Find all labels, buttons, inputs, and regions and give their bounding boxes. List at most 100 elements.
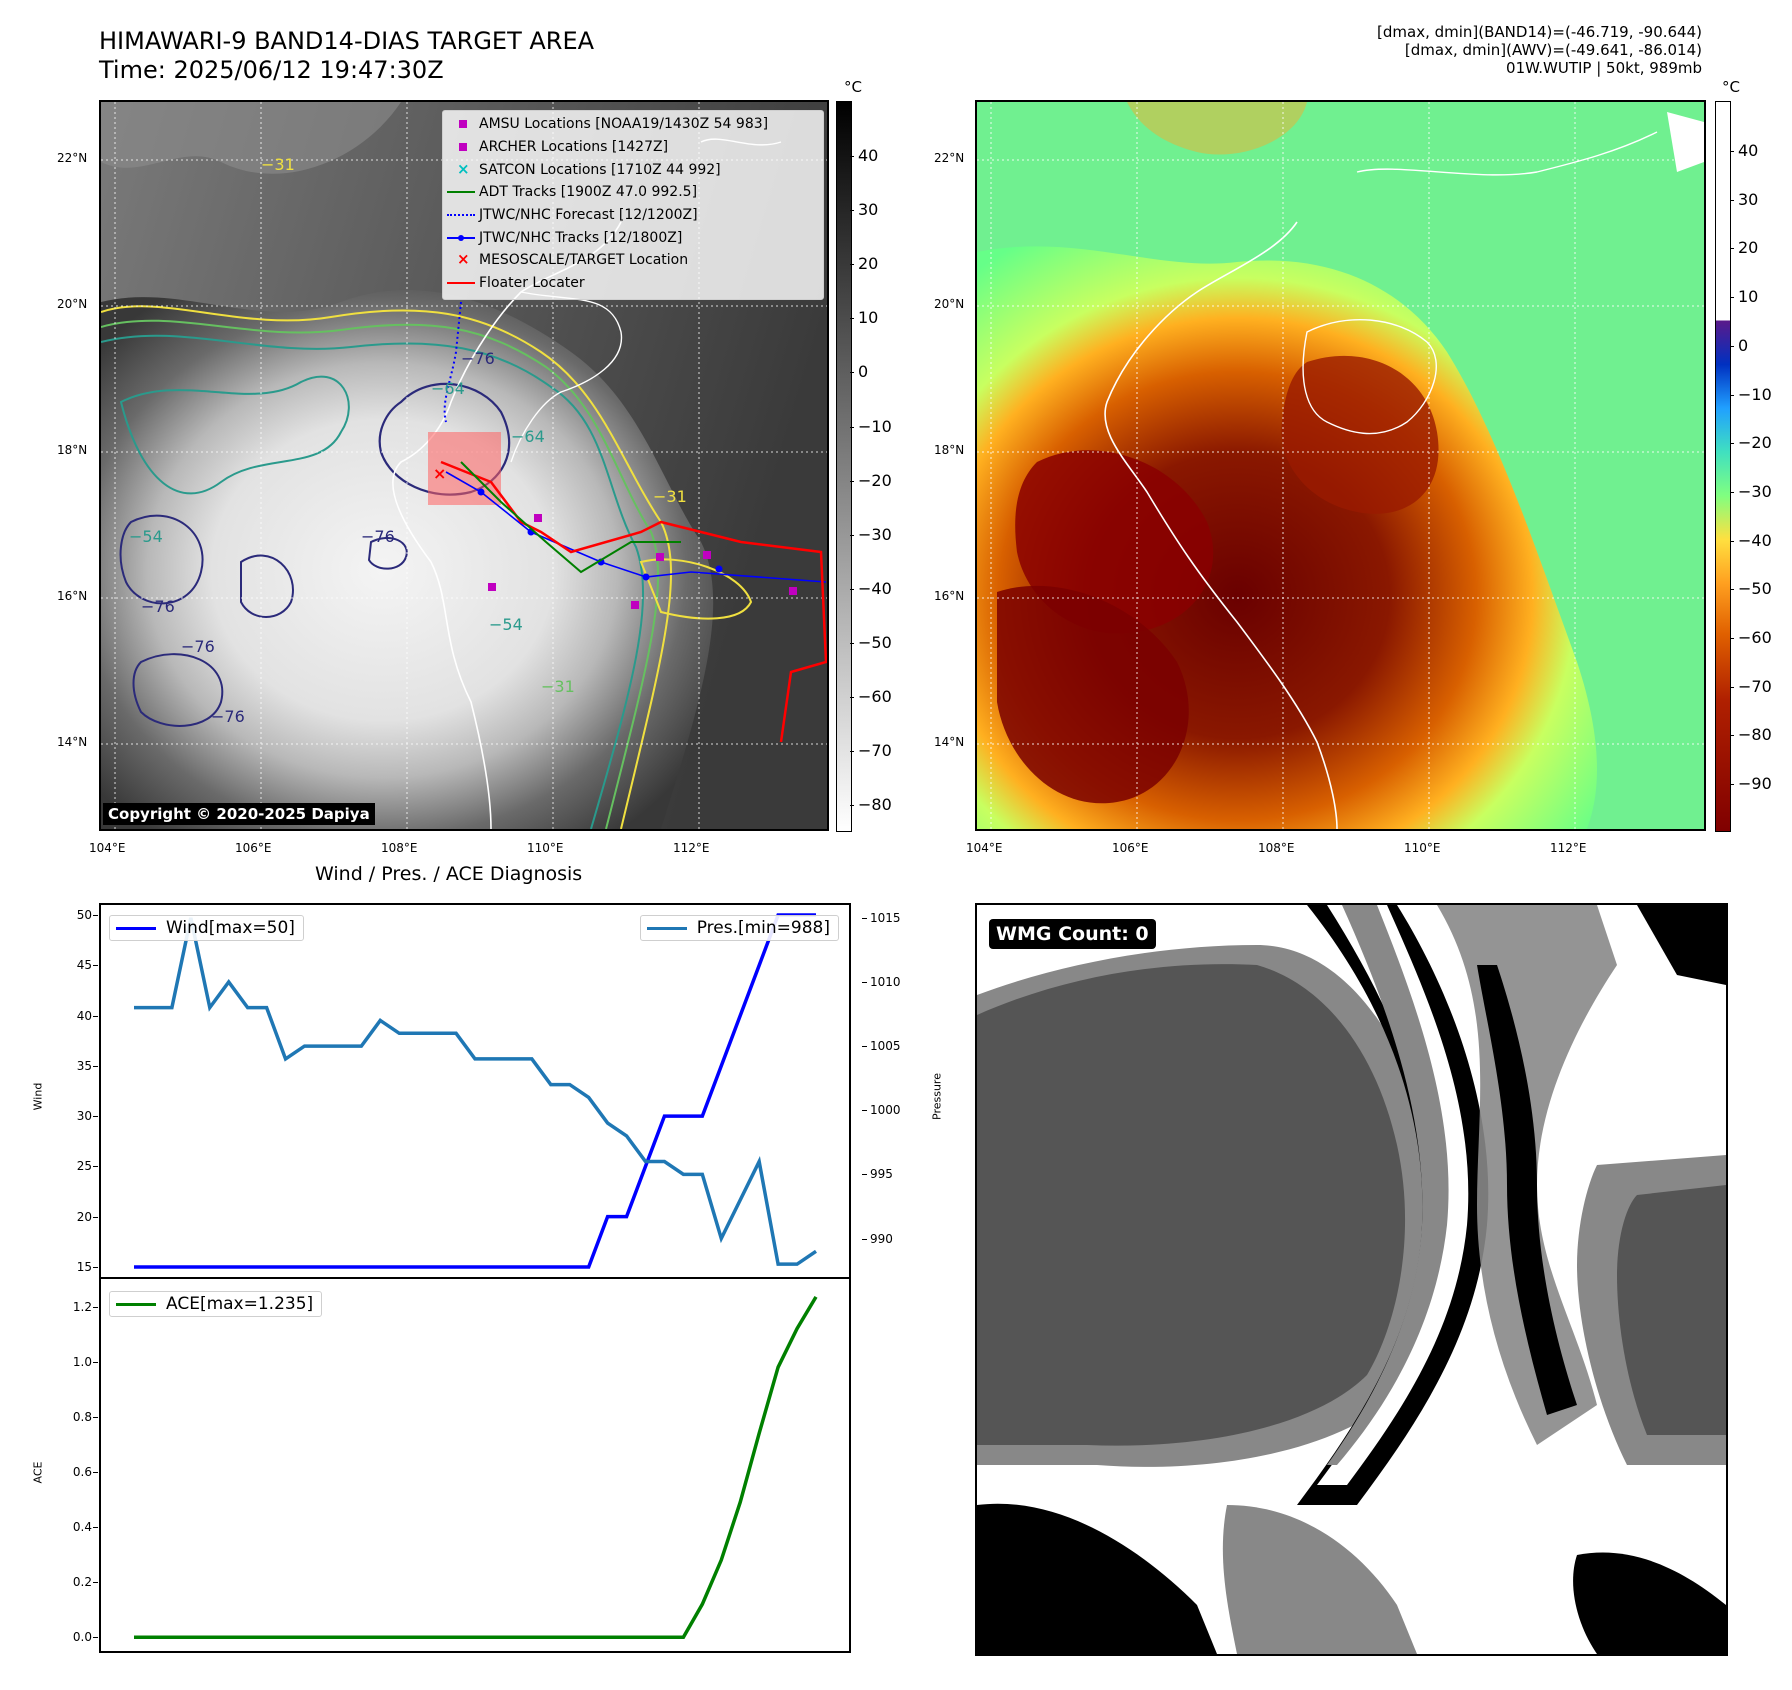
colorbar-unit: °C	[1722, 78, 1740, 96]
colorbar-tick-mark	[850, 156, 854, 157]
lat-label: 20°N	[57, 297, 88, 311]
legend-item-floater: Floater Locater	[443, 272, 823, 295]
colorbar-tick-label: 30	[858, 200, 879, 220]
lat-label: 16°N	[57, 589, 88, 603]
pressure-tick-label: 1005	[870, 1039, 901, 1054]
wind-legend: Wind[max=50]	[109, 915, 304, 941]
colorbar-tick-mark	[850, 642, 854, 644]
axis-tick-mark	[862, 1110, 867, 1112]
axis-tick-mark	[93, 1266, 98, 1268]
legend-item-target: × MESOSCALE/TARGET Location	[443, 249, 823, 272]
wind-tick-label: 20	[76, 1209, 92, 1224]
x-marker-icon: ×	[457, 250, 470, 269]
contour-label: −54	[489, 615, 523, 634]
title-line-2: Time: 2025/06/12 19:47:30Z	[99, 56, 444, 84]
wind-tick-label: 25	[76, 1159, 92, 1174]
colorbar-tick-mark	[850, 264, 854, 266]
legend-label: MESOSCALE/TARGET Location	[479, 252, 689, 269]
contour-label: −31	[541, 677, 575, 696]
lat-label: 18°N	[57, 443, 88, 457]
colorbar-tick-mark	[1730, 297, 1734, 299]
lon-label: 110°E	[1404, 841, 1441, 855]
ir-map-panel: × −76 −64 −64 −54 −76 −76 −76 −76 −54 −3…	[99, 100, 829, 831]
ace-tick-label: 0.2	[72, 1575, 92, 1590]
lat-label: 22°N	[57, 151, 88, 165]
contour-label: −64	[431, 379, 465, 398]
contour-label: −64	[511, 427, 545, 446]
awv-map-panel	[975, 100, 1706, 831]
axis-tick-mark	[93, 1361, 98, 1363]
pressure-series-line	[134, 917, 817, 1266]
title-line-1: HIMAWARI-9 BAND14-DIAS TARGET AREA	[99, 27, 595, 55]
colorbar-tick-label: −20	[858, 470, 892, 490]
lon-label: 112°E	[1550, 841, 1587, 855]
colorbar-tick-mark	[1730, 345, 1734, 347]
lon-label: 110°E	[527, 841, 564, 855]
ace-line-icon	[116, 1302, 156, 1306]
wind-tick-label: 50	[76, 908, 92, 923]
wind-tick-label: 45	[76, 958, 92, 973]
ace-tick-label: 0.6	[72, 1464, 92, 1479]
gray-colorbar	[836, 101, 852, 832]
colorbar-tick-mark	[1730, 151, 1734, 152]
lon-label: 106°E	[1112, 841, 1149, 855]
colorbar-tick-label: 0	[1738, 335, 1749, 355]
axis-tick-mark	[862, 917, 867, 919]
colorbar-tick-label: −10	[1738, 384, 1772, 404]
colorbar-tick-mark	[850, 588, 854, 590]
legend-item-adt: ADT Tracks [1900Z 47.0 992.5]	[443, 181, 823, 204]
pressure-line-icon	[646, 926, 687, 930]
colorbar-tick-mark	[1730, 589, 1734, 591]
legend-item-tracks: JTWC/NHC Tracks [12/1800Z]	[443, 226, 823, 249]
pressure-axis-label: Pressure	[930, 1073, 944, 1120]
wmg-count-badge: WMG Count: 0	[989, 919, 1156, 949]
colorbar-tick-label: 10	[1738, 287, 1759, 307]
x-marker-icon: ×	[457, 159, 470, 178]
pressure-tick-label: 1015	[870, 910, 901, 925]
legend-label: JTWC/NHC Forecast [12/1200Z]	[479, 207, 698, 224]
wind-tick-label: 40	[76, 1008, 92, 1023]
colorbar-tick-label: −20	[1738, 433, 1772, 453]
colorbar-unit: °C	[844, 78, 862, 96]
colorbar-tick-label: 40	[858, 146, 879, 165]
wind-legend-label: Wind[max=50]	[166, 918, 295, 938]
colorbar-tick-mark	[850, 805, 854, 807]
colorbar-tick-label: −40	[858, 578, 892, 598]
square-marker-icon	[443, 113, 479, 135]
axis-tick-mark	[862, 981, 867, 983]
colorbar-tick-mark	[1730, 248, 1734, 250]
legend-item-amsu: AMSU Locations [NOAA19/1430Z 54 983]	[443, 113, 823, 136]
colorbar-tick-mark	[1730, 638, 1734, 639]
dotted-line-icon	[443, 204, 479, 226]
svg-text:×: ×	[433, 464, 446, 483]
colorbar-tick-mark	[1730, 443, 1734, 445]
axis-tick-mark	[93, 1015, 98, 1017]
copyright-label: Copyright © 2020-2025 Dapiya	[103, 803, 375, 825]
lat-label: 16°N	[934, 589, 965, 603]
contour-label: −76	[181, 637, 215, 656]
colorbar-tick-mark	[850, 426, 854, 428]
lat-label: 14°N	[934, 735, 965, 749]
colorbar-tick-label: −50	[1738, 579, 1772, 599]
axis-tick-mark	[93, 1582, 98, 1584]
contour-label: −31	[653, 487, 687, 506]
pressure-tick-label: 990	[870, 1231, 893, 1246]
colorbar-tick-mark	[850, 372, 854, 374]
colorbar-tick-label: −50	[858, 632, 892, 652]
ace-legend-label: ACE[max=1.235]	[166, 1294, 314, 1314]
wmg-panel: WMG Count: 0	[975, 903, 1728, 1656]
contour-label: −31	[261, 155, 295, 174]
legend-label: AMSU Locations [NOAA19/1430Z 54 983]	[479, 116, 769, 133]
wind-tick-label: 30	[76, 1109, 92, 1124]
colorbar-tick-label: −80	[1738, 725, 1772, 745]
lon-label: 106°E	[235, 841, 272, 855]
lat-label: 14°N	[57, 735, 88, 749]
pressure-legend: Pres.[min=988]	[639, 915, 839, 941]
lon-label: 108°E	[381, 841, 418, 855]
colorbar-tick-label: 40	[1738, 141, 1759, 160]
ace-panel: ACE[max=1.235]	[99, 1277, 851, 1653]
colorbar-tick-label: −70	[858, 741, 892, 761]
square-marker-icon	[443, 136, 479, 158]
legend-label: JTWC/NHC Tracks [12/1800Z]	[479, 229, 683, 246]
colorbar-tick-label: −80	[858, 795, 892, 815]
